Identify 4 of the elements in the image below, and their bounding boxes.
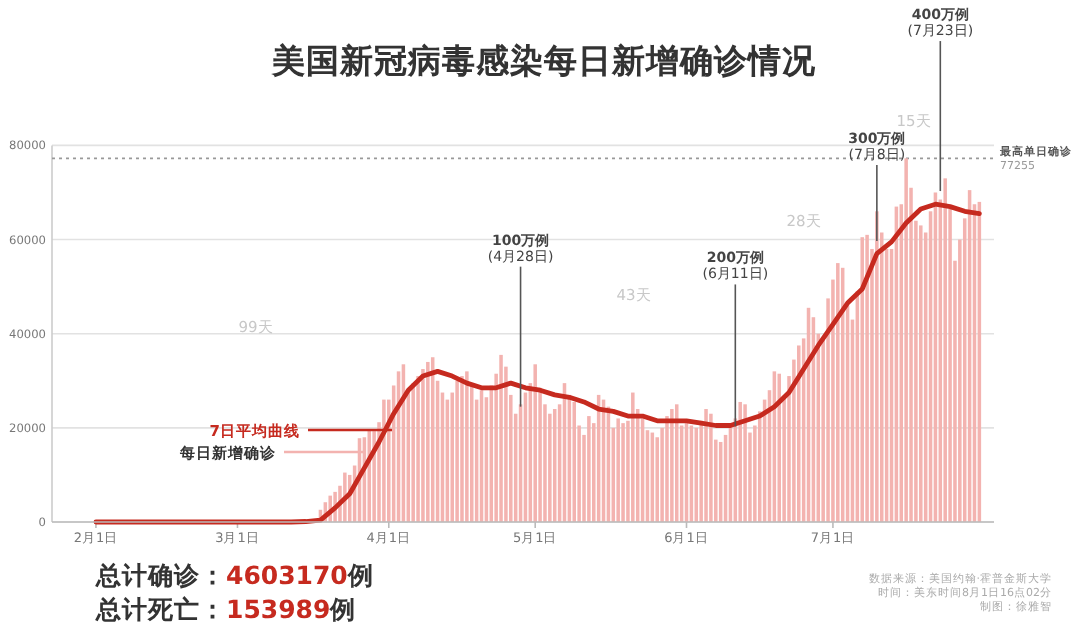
text: 总计确诊：4603170例 [94, 560, 374, 590]
chart-title: 美国新冠病毒感染每日新增确诊情况 [270, 42, 818, 80]
line-series [93, 201, 982, 525]
text: 总计死亡：153989例 [94, 594, 357, 624]
